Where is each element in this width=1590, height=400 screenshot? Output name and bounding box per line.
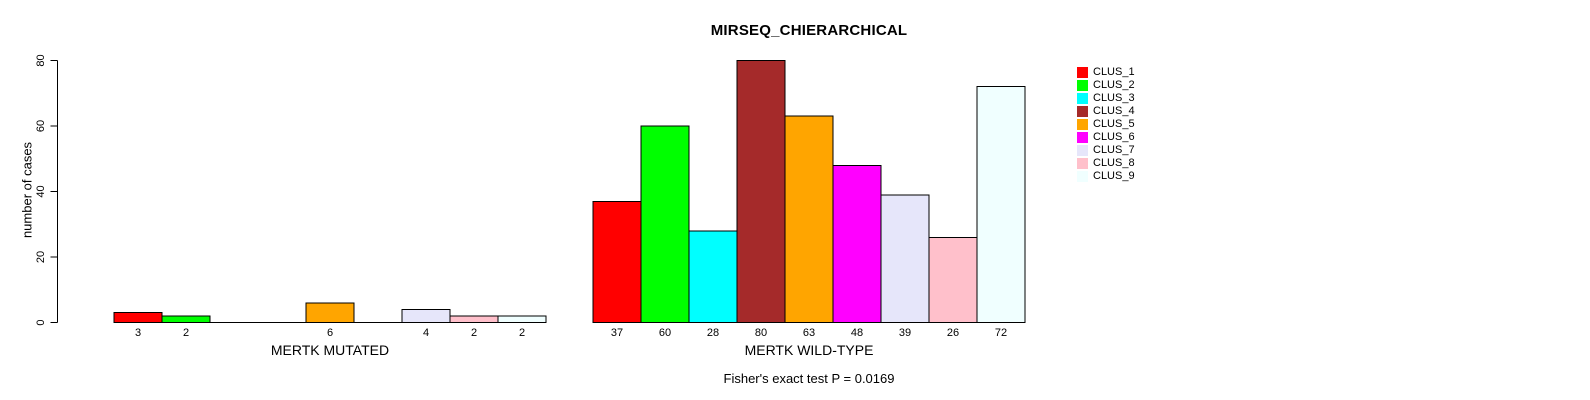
bar [305, 302, 355, 324]
y-tick-label: 80 [35, 54, 47, 66]
legend-swatch [1077, 67, 1088, 78]
bar-value-label: 72 [995, 327, 1007, 339]
bar-value-label: 2 [519, 327, 525, 339]
legend-swatch [1077, 145, 1088, 156]
bar-value-label: 80 [755, 327, 767, 339]
bar-value-label: 26 [947, 327, 959, 339]
bar [688, 230, 738, 323]
legend-label: CLUS_1 [1093, 66, 1135, 78]
legend-label: CLUS_6 [1093, 131, 1135, 143]
y-tick-label: 60 [35, 120, 47, 132]
legend-swatch [1077, 171, 1088, 182]
y-tick-label: 40 [35, 185, 47, 197]
y-tick-label: 20 [35, 251, 47, 263]
legend-item: CLUS_7 [1077, 144, 1135, 157]
bar [784, 115, 834, 323]
legend-label: CLUS_5 [1093, 118, 1135, 130]
legend-item: CLUS_2 [1077, 79, 1135, 92]
legend-item: CLUS_4 [1077, 105, 1135, 118]
fisher-test-annotation: Fisher's exact test P = 0.0169 [723, 371, 895, 386]
legend-item: CLUS_6 [1077, 131, 1135, 144]
bar [592, 200, 642, 323]
legend-swatch [1077, 132, 1088, 143]
bar [161, 315, 211, 324]
x-axis-label-mutated: MERTK MUTATED [270, 342, 390, 358]
legend-label: CLUS_9 [1093, 170, 1135, 182]
legend-item: CLUS_9 [1077, 170, 1135, 183]
legend-item: CLUS_1 [1077, 66, 1135, 79]
legend-item: CLUS_3 [1077, 92, 1135, 105]
bar-value-label: 28 [707, 327, 719, 339]
legend-swatch [1077, 106, 1088, 117]
legend-label: CLUS_7 [1093, 144, 1135, 156]
bar-value-label: 2 [471, 327, 477, 339]
bar-value-label: 3 [135, 327, 141, 339]
legend-swatch [1077, 119, 1088, 130]
legend-swatch [1077, 158, 1088, 169]
bar [449, 315, 499, 324]
legend: CLUS_1 CLUS_2 CLUS_3 CLUS_4 CLUS_5 CLUS_6 CLUS… [1077, 66, 1135, 183]
x-axis-label-wildtype: MERTK WILD-TYPE [744, 342, 874, 358]
legend-label: CLUS_8 [1093, 157, 1135, 169]
chart-title: MIRSEQ_CHIERARCHICAL [710, 22, 908, 39]
bar [832, 164, 882, 323]
legend-label: CLUS_2 [1093, 79, 1135, 91]
bar-value-label: 6 [327, 327, 333, 339]
legend-item: CLUS_8 [1077, 157, 1135, 170]
legend-label: CLUS_3 [1093, 92, 1135, 104]
bar [497, 315, 547, 324]
legend-label: CLUS_4 [1093, 105, 1135, 117]
bar-value-label: 4 [423, 327, 429, 339]
bar-value-label: 60 [659, 327, 671, 339]
y-tick-label: 0 [35, 319, 47, 325]
bar [976, 86, 1026, 323]
bar [640, 125, 690, 323]
bar-value-label: 48 [851, 327, 863, 339]
bar-value-label: 63 [803, 327, 815, 339]
bar-value-label: 37 [611, 327, 623, 339]
bar [401, 308, 451, 323]
bar [928, 236, 978, 324]
bar [736, 60, 786, 323]
legend-swatch [1077, 80, 1088, 91]
bar-value-label: 39 [899, 327, 911, 339]
legend-item: CLUS_5 [1077, 118, 1135, 131]
bar-value-label: 2 [183, 327, 189, 339]
bar [880, 194, 930, 323]
bar [113, 312, 163, 323]
legend-swatch [1077, 93, 1088, 104]
